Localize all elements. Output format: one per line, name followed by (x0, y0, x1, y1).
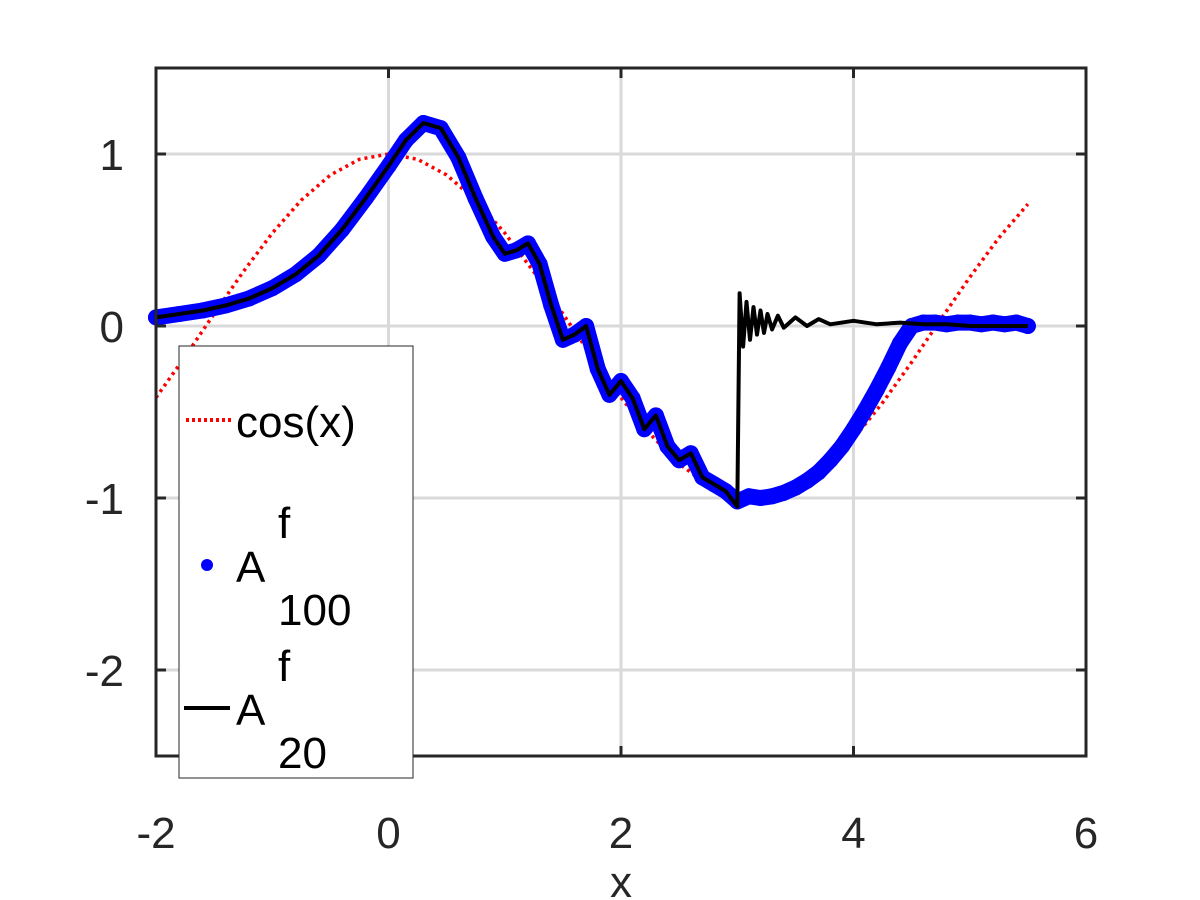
series-a100-point-46 (833, 438, 850, 455)
x-tick-label-4: 6 (1074, 809, 1098, 858)
series-a100-point-43 (799, 472, 815, 489)
legend-a100-sub: 100 (278, 586, 351, 635)
series-a100-point-42 (787, 479, 804, 496)
x-tick-label-2: 2 (609, 809, 633, 858)
series-a100-point-48 (857, 402, 874, 419)
series-cos-line (154, 152, 1030, 499)
series-a100-point-47 (845, 421, 862, 438)
legend: cos(x) A f 100 A f 20 (178, 345, 414, 779)
ticks (154, 68, 1088, 756)
legend-a100-label: A (236, 543, 266, 592)
tick-labels: -2 0 2 4 6 -2 -1 0 1 (85, 131, 1098, 858)
x-tick-label-3: 4 (841, 809, 865, 858)
x-tick-label-1: 0 (376, 809, 400, 858)
y-tick-label-1: -1 (85, 475, 124, 524)
legend-a20-sup: f (278, 642, 291, 691)
series-a100-point-50 (880, 359, 897, 376)
x-tick-label-0: -2 (136, 809, 175, 858)
y-tick-label-3: 1 (100, 131, 124, 180)
series-a100-point-49 (868, 381, 885, 398)
legend-cos-label: cos(x) (236, 398, 356, 447)
legend-a100-sup: f (278, 499, 291, 548)
series-a100-point-45 (822, 452, 839, 469)
legend-a100-swatch (201, 559, 213, 571)
legend-a20-label: A (236, 686, 266, 735)
series-a100-point-44 (810, 464, 827, 481)
y-tick-label-2: 0 (100, 303, 124, 352)
series-a20-line (155, 121, 1028, 509)
y-tick-label-0: -2 (85, 647, 124, 696)
x-axis-label: x (610, 858, 632, 900)
series-a100-point-51 (892, 335, 908, 352)
series-layer (148, 115, 1036, 510)
legend-a20-sub: 20 (278, 729, 327, 778)
